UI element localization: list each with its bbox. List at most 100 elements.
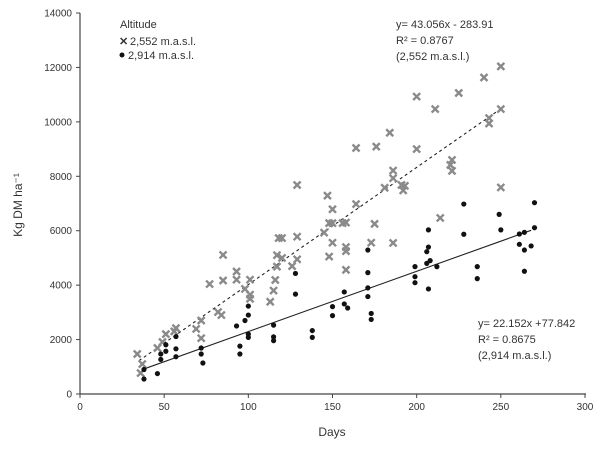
data-point-2552 [496,61,506,71]
y-tick-label: 12000 [44,63,72,74]
legend-title: Altitude [120,19,157,31]
data-point-2914 [425,244,432,250]
data-point-2914 [424,249,430,255]
data-point-2914 [341,301,347,307]
data-point-2552 [272,262,282,271]
data-point-2552 [245,275,255,285]
x-tick-label: 0 [77,402,83,413]
data-point-2914 [154,370,161,377]
r2-2552: R² = 0.8767 [396,35,454,47]
data-point-2914 [474,276,480,282]
data-point-2914 [198,351,204,357]
x-tick-label: 50 [159,402,171,413]
data-point-2552 [328,204,337,214]
data-point-2914 [163,342,169,348]
data-point-2552 [132,349,142,359]
data-point-2914 [173,354,179,360]
data-point-2914 [242,317,248,324]
data-point-2914 [365,247,371,253]
data-point-2914 [434,264,440,270]
x-tick-label: 250 [492,402,509,413]
trend-label-2914: (2,914 m.a.s.l.) [478,350,551,362]
data-point-2914 [141,366,147,373]
equation-2552: y= 43.056x - 283.91 [396,19,494,31]
data-point-2914 [461,201,467,207]
data-point-2914 [496,211,502,217]
x-axis-label: Days [318,425,345,439]
x-tick-label: 200 [408,402,425,413]
x-tick-label: 300 [577,402,594,413]
data-point-2914 [237,343,243,349]
data-point-2552 [447,166,457,176]
data-point-2914 [173,333,179,340]
data-point-2552 [218,276,228,285]
data-point-2914 [425,286,432,292]
data-point-2552 [161,329,171,339]
data-point-2914 [365,285,371,291]
data-point-2914 [158,356,164,363]
data-point-2552 [454,88,464,98]
data-point-2914 [516,231,522,237]
data-point-2552 [218,250,228,260]
data-point-2914 [270,322,277,328]
data-point-2914 [521,229,528,235]
data-point-2552 [328,218,337,228]
data-point-2914 [329,313,336,319]
y-tick-label: 2000 [50,335,73,346]
data-point-2914 [309,334,315,340]
data-point-2552 [232,267,241,276]
y-tick-label: 8000 [50,172,73,183]
data-point-2914 [158,351,164,357]
data-point-2552 [371,142,381,151]
trend-line-0 [138,108,502,362]
legend-label-2552: 2,552 m.a.s.l. [130,36,196,48]
data-point-2914 [365,270,371,276]
data-point-2914 [163,348,169,354]
data-point-2914 [198,345,204,351]
data-point-2552 [341,265,351,275]
data-point-2914 [528,243,534,249]
data-point-2552 [341,218,351,227]
data-point-2552 [292,232,302,242]
data-point-2914 [245,303,251,309]
data-point-2552 [265,297,275,307]
data-point-2552 [217,310,226,320]
data-point-2552 [269,286,278,295]
data-point-2552 [496,183,506,192]
data-point-2914 [270,334,277,340]
data-point-2552 [388,173,398,183]
data-point-2552 [398,186,408,195]
data-point-2552 [445,160,455,170]
y-tick-label: 0 [66,390,72,401]
y-tick-label: 10000 [44,117,72,128]
data-point-2552 [479,73,489,82]
data-point-2552 [496,104,506,114]
data-point-2914 [233,323,240,329]
data-point-2914 [474,264,480,270]
data-point-2914 [412,264,418,270]
data-point-2914 [461,231,467,237]
data-point-2914 [237,351,243,357]
data-point-2552 [191,324,201,334]
data-point-2552 [351,199,361,209]
data-point-2914 [270,338,277,344]
data-point-2914 [368,310,374,317]
data-point-2914 [329,304,336,310]
x-tick-label: 150 [324,402,341,413]
y-tick-label: 14000 [44,9,72,20]
data-point-2552 [196,316,206,325]
equation-2914: y= 22.152x +77.842 [478,318,575,330]
axis-ticks: 0 50 100 150 200 250 300 0 2000 4000 6000 8000 10000… [44,9,594,414]
data-point-2552 [323,191,332,200]
data-point-2914 [245,334,251,340]
r2-2914: R² = 0.8675 [478,334,536,346]
data-point-2552 [272,250,282,260]
y-tick-label: 6000 [50,226,73,237]
legend-marker-dot [119,52,125,58]
data-point-2552 [412,92,422,101]
data-point-2552 [370,219,379,229]
data-point-2552 [484,119,494,128]
data-point-2552 [328,238,337,248]
data-point-2552 [380,183,390,193]
